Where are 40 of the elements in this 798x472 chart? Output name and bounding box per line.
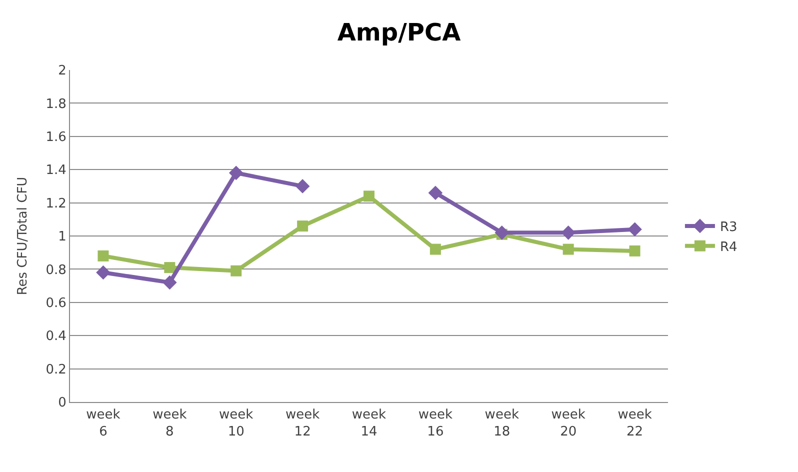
- point: [228, 166, 244, 180]
- y-tick-label: 1: [58, 230, 66, 245]
- y-tick-label: 0.4: [46, 329, 66, 344]
- point: [364, 190, 374, 202]
- point: [494, 226, 510, 240]
- y-axis-title: Res CFU/Total CFU: [16, 176, 31, 296]
- x-tick-label: week 10: [219, 408, 254, 440]
- x-tick-label: week 8: [152, 408, 188, 440]
- point: [628, 222, 642, 237]
- point: [430, 244, 441, 255]
- point: [428, 186, 443, 200]
- point: [98, 250, 109, 262]
- chart-title: Amp/PCA: [337, 18, 462, 46]
- y-tick-label: 1.4: [46, 163, 66, 178]
- y-tick-label: 1.2: [46, 196, 66, 212]
- y-tick-label: 1.6: [46, 130, 66, 145]
- point: [164, 262, 176, 274]
- point: [297, 220, 308, 232]
- x-tick-label: week 22: [618, 408, 652, 440]
- x-tick-label: week 12: [285, 408, 320, 440]
- y-tick-label: 0.6: [46, 296, 66, 311]
- legend-label: R3: [720, 220, 738, 236]
- y-tick-label: 0.8: [46, 262, 66, 278]
- point: [561, 226, 576, 240]
- y-tick-label: 0: [58, 396, 66, 411]
- x-tick-label: week 6: [86, 408, 121, 440]
- point: [295, 179, 310, 194]
- y-tick-label: 0.2: [46, 362, 66, 378]
- x-tick-label: week 14: [352, 408, 387, 440]
- legend-label: R4: [720, 240, 738, 255]
- y-tick-label: 2: [58, 64, 66, 79]
- point: [562, 244, 574, 255]
- point: [230, 265, 242, 276]
- y-tick-label: 1.8: [46, 96, 66, 112]
- point: [162, 275, 177, 290]
- point: [629, 245, 640, 256]
- x-tick-label: week 20: [551, 408, 586, 440]
- point: [96, 265, 110, 280]
- x-tick-label: week 18: [484, 408, 520, 440]
- x-tick-label: week 16: [418, 408, 453, 440]
